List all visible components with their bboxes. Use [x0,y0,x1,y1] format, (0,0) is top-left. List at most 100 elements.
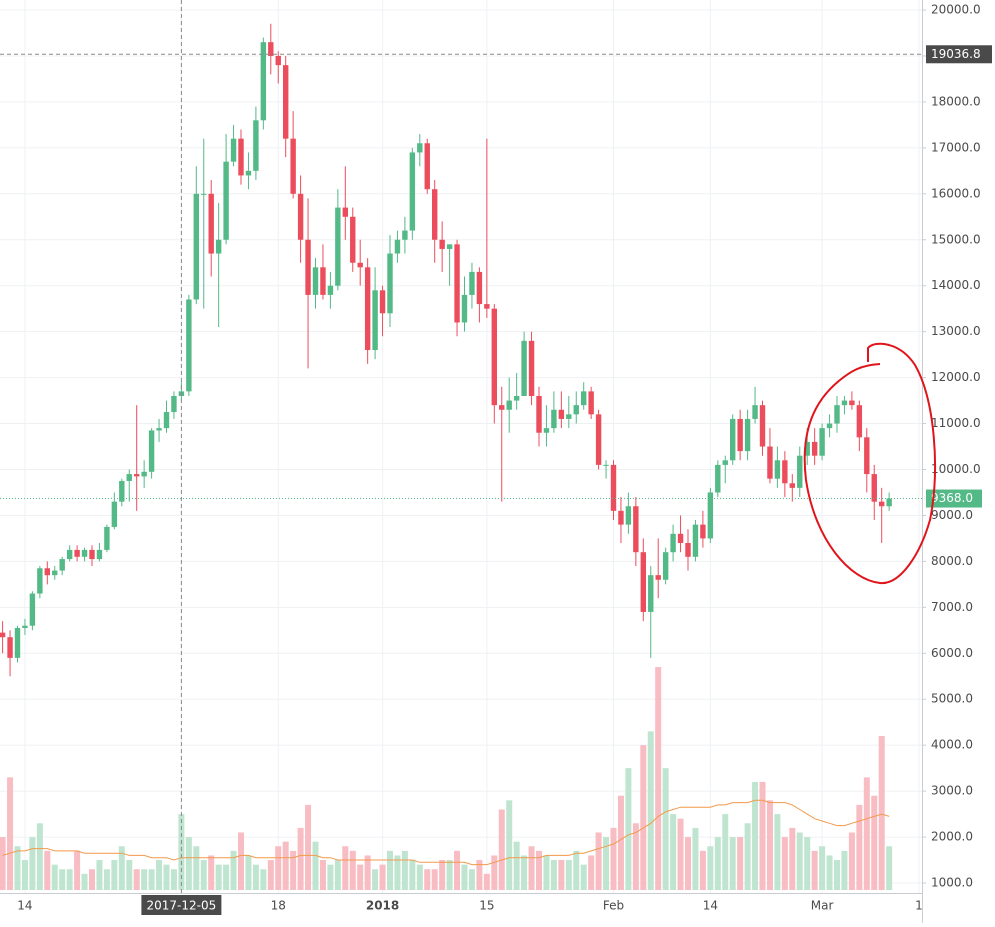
y-tick-label: 4000.0 [931,738,973,752]
candle-body [513,395,520,401]
volume-bar [521,855,528,890]
y-tick-label: 13000.0 [931,324,981,338]
volume-bar [558,860,565,890]
candle-body [193,193,199,300]
volume-bar [133,869,140,890]
volume-bar [89,869,95,890]
volume-bar [178,814,185,890]
volume-bar [126,860,133,890]
volume-bar [223,864,230,890]
volume-bar [193,846,200,890]
candle-body [737,418,743,452]
candle-body [543,428,550,433]
volume-bar [118,846,125,890]
volume-bar [580,864,587,890]
volume-bar [685,837,691,890]
volume-bar [103,869,110,890]
volume-bar [394,855,401,890]
volume-bar [826,855,833,890]
volume-bar [536,850,542,890]
volume-bar [334,860,341,890]
y-tick-label: 5000.0 [931,692,973,706]
volume-bar [856,804,863,890]
candle-body [104,526,110,550]
volume-bar [617,795,624,890]
candle-body [841,400,848,406]
y-tick-label: 10000.0 [931,462,981,476]
x-tick-label: 1 [915,899,923,913]
volume-bar [476,860,483,890]
volume-bar [81,873,88,890]
volume-bar [461,864,468,890]
candle-body [633,506,639,553]
candle-body [417,143,423,153]
volume-bar [230,850,237,890]
y-tick-label: 14000.0 [931,278,981,292]
volume-bar [565,860,572,890]
volume-bar [863,777,870,890]
candle-body [327,285,334,295]
volume-bar [670,814,677,890]
candle-body [722,460,728,465]
volume-bar [811,850,818,890]
candle-body [357,262,363,268]
x-tick-label: 15 [479,899,494,913]
candle-body [119,480,125,502]
candle-body [648,575,654,612]
candle-body [402,230,408,240]
candle-body [364,267,371,351]
y-tick-label: 6000.0 [931,646,973,660]
candle-body [491,308,497,406]
volume-bar [416,864,423,890]
volume-bar [871,795,878,890]
candle-body [432,189,438,240]
candle-body [566,414,572,419]
volume-bar [267,860,274,890]
volume-bar [595,832,602,890]
candle-body [573,405,579,415]
candle-body [44,568,50,576]
volume-bar [543,855,550,890]
candle-body [387,253,393,314]
candle-body [499,405,505,410]
candle-body [163,412,170,429]
volume-bar [327,864,334,890]
x-tick-label: 14 [703,899,718,913]
volume-bar [625,768,632,890]
candle-body [66,549,73,560]
candle-body [171,395,177,413]
candle-body [126,474,132,481]
candle-body [886,498,892,507]
candle-body [797,455,803,488]
volume-bar [163,864,170,890]
candle-body [506,400,512,410]
candle-body [752,405,758,419]
candle-body [558,409,565,419]
candle-body [372,290,378,351]
candle-body [148,430,155,472]
volume-bar [349,850,356,890]
volume-bar [401,850,408,890]
volume-bar [603,837,610,890]
volume-bar [550,860,557,890]
candle-body [208,193,214,254]
last-price-label: 9368.0 [931,491,973,505]
volume-bar [647,731,654,890]
volume-bar [744,823,751,890]
volume-bar [841,850,848,890]
candle-body [685,543,691,557]
candle-body [342,207,348,217]
volume-bar [446,860,453,890]
volume-bar [59,869,66,890]
volume-bar [111,860,118,890]
crosshair-date-box [141,895,222,915]
time-axis-bg [0,893,922,923]
volume-bar [692,827,699,890]
volume-bar [0,837,6,890]
candle-body [655,575,661,580]
volume-bar [774,814,781,890]
volume-bar [819,846,826,890]
candle-body [811,441,818,456]
candle-body [335,207,341,286]
